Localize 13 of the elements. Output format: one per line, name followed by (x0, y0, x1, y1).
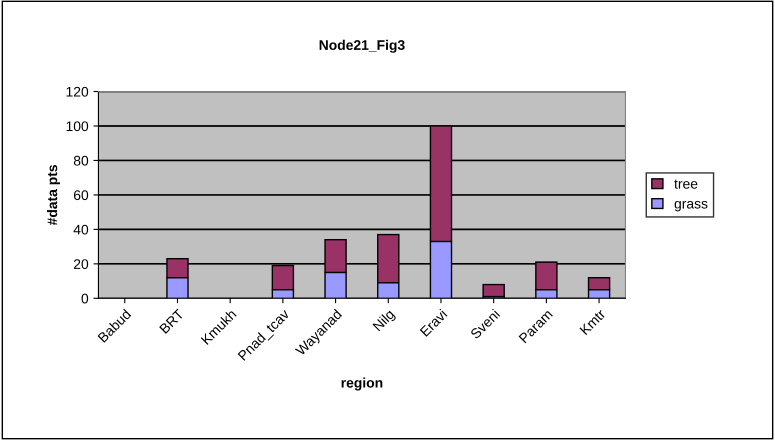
y-tick-label: 60 (74, 190, 88, 200)
y-axis-title: #data pts (47, 165, 60, 226)
x-axis-title: region (342, 377, 382, 390)
y-tick-label: 0 (82, 294, 88, 304)
legend-label: grass (674, 200, 708, 212)
y-tick-label: 80 (74, 156, 88, 166)
y-tick-label: 120 (66, 86, 88, 97)
legend-label: tree (674, 180, 698, 189)
y-tick-label: 40 (74, 224, 88, 235)
chart-title: Node21_Fig3 (320, 40, 405, 53)
y-tick-label: 20 (74, 259, 88, 270)
y-tick-label: 100 (66, 121, 88, 132)
x-tick-label: Nilg (372, 308, 397, 334)
